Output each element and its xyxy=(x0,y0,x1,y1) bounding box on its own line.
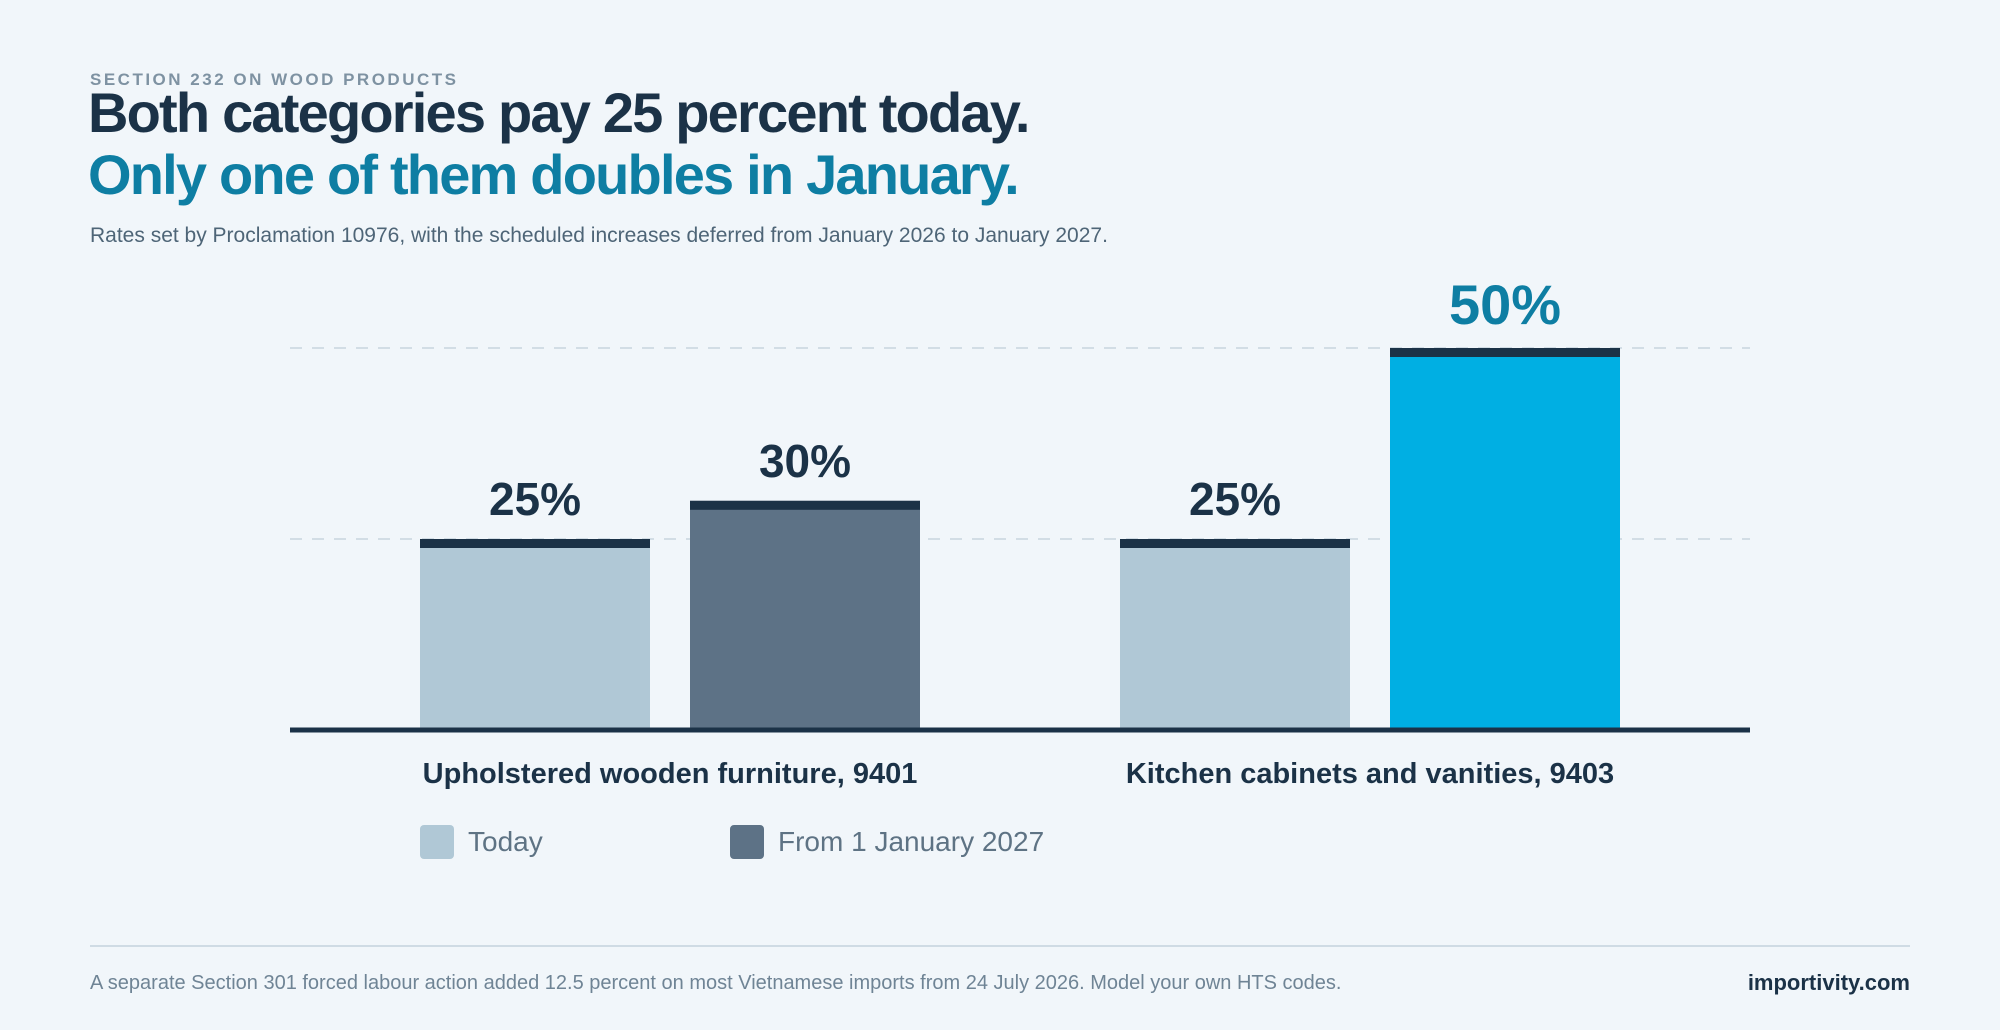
data-label-9401-2027: 30% xyxy=(759,435,851,487)
bar-cap-9403-today xyxy=(1120,539,1350,548)
footer-divider xyxy=(90,945,1910,947)
legend-swatch-2027 xyxy=(730,825,764,859)
bar-9403-2027 xyxy=(1390,348,1620,730)
headline-line-2: Only one of them doubles in January. xyxy=(88,143,1020,206)
bar-9403-today xyxy=(1120,539,1350,730)
legend-swatch-today xyxy=(420,825,454,859)
category-label-9403: Kitchen cabinets and vanities, 9403 xyxy=(1126,758,1614,790)
legend-label-2027: From 1 January 2027 xyxy=(778,826,1045,857)
data-label-9403-2027: 50% xyxy=(1449,273,1561,336)
bar-9401-2027 xyxy=(690,500,920,730)
bar-cap-9401-2027 xyxy=(690,500,920,510)
legend-item-2027: From 1 January 2027 xyxy=(730,825,1044,859)
footnote: A separate Section 301 forced labour act… xyxy=(90,972,1342,994)
data-label-9403-today: 25% xyxy=(1189,473,1281,525)
bar-cap-9403-2027 xyxy=(1390,348,1620,357)
legend-label-today: Today xyxy=(468,826,543,857)
bar-9401-today xyxy=(420,539,650,730)
category-label-9401: Upholstered wooden furniture, 9401 xyxy=(423,758,918,790)
subtitle: Rates set by Proclamation 10976, with th… xyxy=(90,224,1108,247)
data-label-9401-today: 25% xyxy=(489,473,581,525)
bar-cap-9401-today xyxy=(420,539,650,548)
headline-line-1: Both categories pay 25 percent today. xyxy=(88,81,1030,144)
brand-link[interactable]: importivity.com xyxy=(1747,970,1910,995)
legend-item-today: Today xyxy=(420,825,543,859)
eyebrow-label: SECTION 232 ON WOOD PRODUCTS xyxy=(90,70,459,89)
